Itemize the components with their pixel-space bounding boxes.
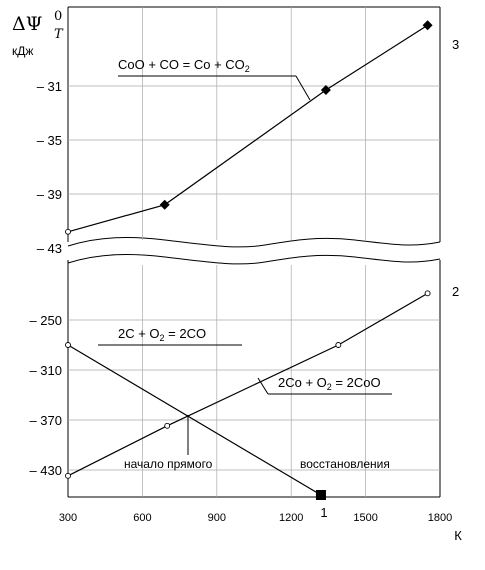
x-axis-unit: К — [454, 528, 462, 543]
lower-panel-frame — [67, 260, 441, 498]
upper-y-tick-label: – 43 — [37, 241, 62, 256]
svg-text:2C + O2 = 2CO: 2C + O2 = 2CO — [118, 326, 206, 343]
x-tick-label: 1500 — [353, 512, 377, 524]
series-3-number: 3 — [452, 37, 459, 52]
svg-text:CoO + CO = Co + CO2: CoO + CO = Co + CO2 — [118, 57, 250, 74]
y-axis-title-superscript: 0 — [54, 9, 62, 24]
series-3-label-leader — [295, 75, 311, 101]
series-2-number: 2 — [452, 284, 459, 299]
series-carbon-label-tail: = 2CO — [165, 326, 207, 341]
series-layer — [65, 20, 433, 500]
series-carbon-label-text: 2C + O — [118, 326, 160, 341]
annotation-start: начало прямого — [124, 457, 213, 471]
series-cobalt-point — [164, 422, 171, 429]
series-carbon-label-subscript: 2 — [160, 333, 165, 343]
series-3-line — [67, 24, 428, 233]
x-tick-labels: 300 600 900 1200 1500 1800 — [59, 512, 452, 524]
upper-y-tick-labels: – 31 – 35 – 39 – 43 — [37, 79, 62, 256]
annotation-reduction: восстановления — [300, 457, 390, 471]
y-axis-title: ΔΨ 0 T кДж — [12, 9, 64, 58]
y-axis-title-symbol: ΔΨ — [12, 13, 42, 35]
lower-y-tick-label: – 250 — [29, 313, 62, 328]
series-carbon-label: 2C + O2 = 2CO — [98, 326, 242, 346]
upper-panel-grid — [68, 7, 440, 240]
series-3-label-subscript: 2 — [245, 64, 250, 74]
x-tick-label: 1200 — [279, 512, 303, 524]
series-cobalt-label-leader — [257, 377, 269, 395]
intersection-label: 1 — [320, 505, 327, 520]
series-3-point — [159, 199, 170, 210]
x-tick-label: 900 — [208, 512, 226, 524]
series-3-point — [320, 85, 331, 96]
lower-y-tick-label: – 370 — [29, 413, 62, 428]
series-cobalt-label-text: 2Co + O — [278, 375, 327, 390]
series-cobalt-label: 2Co + O2 = 2CoO — [257, 375, 392, 395]
upper-panel-frame — [67, 6, 441, 242]
y-axis-unit: кДж — [12, 44, 33, 58]
series-cobalt-point — [424, 290, 431, 297]
svg-text:2Co + O2 = 2CoO: 2Co + O2 = 2CoO — [278, 375, 381, 392]
series-carbon-point — [65, 342, 71, 348]
axis-break — [67, 237, 441, 265]
series-3-label: CoO + CO = Co + CO2 — [118, 57, 311, 101]
x-tick-label: 1800 — [428, 512, 452, 524]
x-tick-label: 300 — [59, 512, 77, 524]
series-3-point — [422, 20, 433, 31]
upper-y-tick-label: – 35 — [37, 133, 62, 148]
series-cobalt-point — [65, 472, 71, 479]
lower-y-tick-labels: – 250 – 310 – 370 – 430 — [29, 313, 62, 478]
lower-panel-grid — [68, 265, 440, 497]
series-cobalt-point — [335, 342, 342, 348]
series-cobalt-label-subscript: 2 — [327, 382, 332, 392]
axis-break-upper-wave — [67, 237, 441, 248]
series-cobalt-line — [67, 292, 428, 477]
y-axis-title-subscript: T — [54, 27, 64, 42]
series-cobalt-label-tail: = 2CoO — [332, 375, 381, 390]
x-tick-label: 600 — [133, 512, 151, 524]
upper-y-tick-label: – 39 — [37, 187, 62, 202]
series-3-point — [65, 228, 71, 235]
series-carbon-point — [315, 490, 326, 500]
series-3-label-text: CoO + CO = Co + CO — [118, 57, 245, 72]
upper-y-tick-label: – 31 — [37, 79, 62, 94]
axis-break-lower-wave — [67, 254, 441, 265]
lower-y-tick-label: – 430 — [29, 463, 62, 478]
series-carbon-line — [67, 344, 322, 496]
lower-y-tick-label: – 310 — [29, 363, 62, 378]
